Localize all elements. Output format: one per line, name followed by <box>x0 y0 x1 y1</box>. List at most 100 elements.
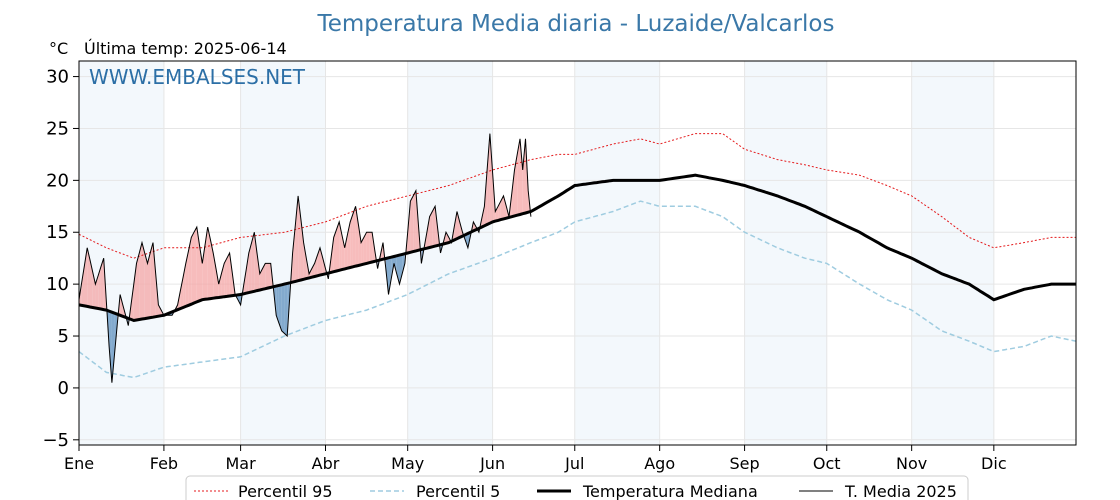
anomaly-fill-cold <box>284 283 288 336</box>
anomaly-fill-warm <box>224 258 227 297</box>
anomaly-fill-warm <box>210 240 214 299</box>
legend-label-median: Temperatura Mediana <box>582 482 758 500</box>
series-line-temperatura-mediana <box>78 173 1076 323</box>
chart-title: Temperatura Media diaria - Luzaide/Valca… <box>317 11 835 37</box>
anomaly-fill-warm <box>350 214 353 268</box>
anomaly-fill-warm <box>503 195 507 219</box>
anomaly-fill-warm <box>413 190 416 252</box>
anomaly-fill-warm <box>520 138 523 215</box>
anomaly-fill-warm <box>517 138 520 216</box>
anomaly-fill-warm <box>522 138 526 214</box>
y-tick-label: 15 <box>46 222 69 243</box>
anomaly-fill-warm <box>363 232 367 265</box>
x-tick-label: Ene <box>64 454 94 473</box>
anomaly-fill-cold <box>278 284 282 331</box>
anomaly-fill-cold <box>237 294 241 305</box>
anomaly-fill-warm <box>207 227 211 299</box>
anomaly-fill-warm <box>254 232 257 292</box>
anomaly-fill-warm <box>194 227 197 303</box>
legend-label-2025: T. Media 2025 <box>844 482 957 500</box>
anomaly-fill-warm <box>153 242 156 318</box>
anomaly-fill-cold <box>281 284 285 334</box>
anomaly-fill-warm <box>511 170 515 217</box>
x-tick-label: Nov <box>896 454 927 473</box>
anomaly-fill-warm <box>92 272 96 308</box>
y-tick-label: 30 <box>46 67 69 88</box>
anomaly-fill-warm <box>300 219 304 280</box>
anomaly-fill-warm <box>226 253 230 297</box>
anomaly-fill-cold <box>109 311 112 383</box>
series-line-percentil-5 <box>78 200 1077 379</box>
anomaly-fill-warm <box>369 232 373 263</box>
anomaly-fill-warm <box>139 242 142 320</box>
y-tick-label: 5 <box>58 326 69 347</box>
anomaly-fill-warm <box>248 242 252 293</box>
anomaly-fill-warm <box>185 250 189 307</box>
anomaly-fill-warm <box>81 265 85 306</box>
anomaly-fill-warm <box>202 245 205 300</box>
anomaly-fill-cold <box>402 253 405 274</box>
x-tick-label: Sep <box>730 454 760 473</box>
y-axis: 30 25 20 15 10 5 0 −5 <box>42 67 79 451</box>
anomaly-fill-warm <box>262 263 266 290</box>
anomaly-fill-cold <box>111 312 115 383</box>
grid <box>78 61 1076 445</box>
anomaly-fill-cold <box>399 254 403 285</box>
anomaly-fill-warm <box>333 229 337 272</box>
anomaly-fill-warm <box>295 195 299 282</box>
anomaly-fill-cold <box>240 287 244 305</box>
anomaly-fill-warm <box>205 227 208 300</box>
anomaly-fill-warm <box>265 263 268 289</box>
x-tick-label: Ago <box>644 454 675 473</box>
anomaly-fill-warm <box>216 268 219 298</box>
anomaly-fill-warm <box>268 263 271 288</box>
x-axis: Ene Feb Mar Abr May Jun Jul Ago Sep Oct Nov Dic <box>64 445 1007 473</box>
legend-box <box>185 475 969 500</box>
anomaly-fill-warm <box>432 206 436 247</box>
anomaly-fill-warm <box>87 247 90 307</box>
anomaly-fill-warm <box>457 211 460 239</box>
x-tick-label: Mar <box>226 454 257 473</box>
anomaly-fill-warm <box>454 211 457 240</box>
anomaly-fill-warm <box>95 275 99 309</box>
anomaly-fill-warm <box>446 232 449 244</box>
y-tick-label: 10 <box>46 274 69 295</box>
anomaly-fill-warm <box>150 242 153 318</box>
anomaly-fill-warm <box>188 237 192 306</box>
y-tick-label: 20 <box>46 170 69 191</box>
anomaly-fill-warm <box>100 258 104 310</box>
anomaly-fill-warm <box>136 253 140 320</box>
anomaly-fill-warm <box>246 253 249 294</box>
anomaly-fill-warm <box>180 277 184 309</box>
anomaly-fill-cold <box>465 233 468 248</box>
anomaly-fill-warm <box>487 133 490 225</box>
month-band-jul <box>574 61 660 445</box>
series-line-t-media-2025 <box>78 133 532 383</box>
anomaly-fill-warm <box>358 224 362 266</box>
anomaly-fill-warm <box>131 284 134 321</box>
anomaly-fill-warm <box>303 242 307 280</box>
anomaly-fill-warm <box>259 268 263 290</box>
legend: Percentil 95 Percentil 5 Temperatura Med… <box>185 475 969 500</box>
x-tick-label: Jul <box>564 454 584 473</box>
anomaly-fill-warm <box>229 253 233 296</box>
anomaly-fill-warm <box>361 237 364 265</box>
anomaly-fill-warm <box>429 211 433 248</box>
anomaly-fill-warm <box>314 255 318 277</box>
x-tick-label: Feb <box>150 454 178 473</box>
x-tick-label: Dic <box>981 454 1007 473</box>
anomaly-fill-warm <box>366 232 370 264</box>
anomaly-fill-warm <box>500 195 504 220</box>
legend-label-p5: Percentil 5 <box>416 482 500 500</box>
y-tick-label: 25 <box>46 118 69 139</box>
anomaly-fill-cold <box>396 255 400 285</box>
anomaly-fill-warm <box>320 247 323 276</box>
anomaly-fill-warm <box>251 232 255 292</box>
anomaly-fill-warm <box>292 224 296 283</box>
anomaly-fill-warm <box>489 133 493 224</box>
watermark: WWW.EMBALSES.NET <box>89 65 306 89</box>
anomaly-fill-warm <box>142 242 145 319</box>
anomaly-fill-warm <box>257 253 260 291</box>
month-band-sep <box>744 61 827 445</box>
series-lines <box>78 133 1077 383</box>
